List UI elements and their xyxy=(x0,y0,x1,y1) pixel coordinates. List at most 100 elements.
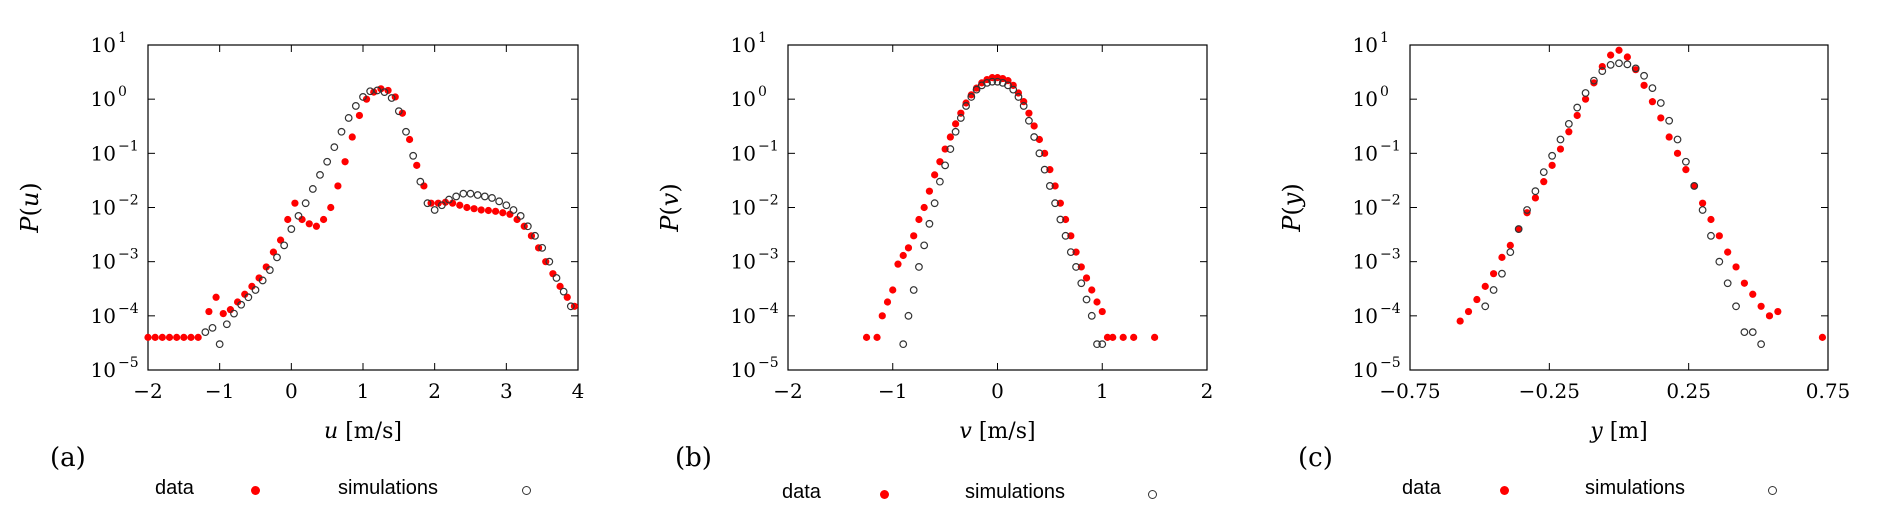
y-tick-exponent: 0 xyxy=(1380,84,1389,100)
data-point xyxy=(1665,133,1673,141)
simulation-point xyxy=(1498,269,1506,278)
data-point xyxy=(506,210,514,218)
data-point xyxy=(173,333,181,341)
data-point xyxy=(1119,333,1127,341)
data-point xyxy=(248,282,256,290)
y-tick-label: 10 xyxy=(731,358,756,382)
simulation-point xyxy=(523,222,532,231)
data-point xyxy=(1732,263,1740,271)
data-point xyxy=(463,203,471,212)
y-tick-label: 10 xyxy=(731,33,756,57)
simulation-point xyxy=(280,241,289,250)
data-point xyxy=(413,161,421,169)
data-point xyxy=(491,207,500,215)
simulation-point xyxy=(1707,231,1715,240)
simulation-point xyxy=(502,201,511,210)
data-point xyxy=(1025,109,1033,117)
x-axis-label-variable: v xyxy=(959,419,972,444)
simulation-point xyxy=(466,189,475,198)
legend-simulations-label: simulations xyxy=(965,481,1066,503)
simulation-point xyxy=(941,161,950,170)
y-tick-label: 10 xyxy=(731,87,756,111)
simulation-point xyxy=(308,185,317,193)
data-point xyxy=(899,251,907,260)
y-tick-label: 10 xyxy=(731,250,756,274)
y-tick-exponent: −3 xyxy=(758,247,779,263)
simulation-point xyxy=(230,309,238,318)
simulation-point xyxy=(351,102,360,110)
data-point xyxy=(1506,241,1514,249)
simulation-point xyxy=(423,199,432,208)
data-point xyxy=(1082,274,1091,282)
data-point xyxy=(920,203,928,212)
y-tick-exponent: −1 xyxy=(118,138,139,154)
data-point xyxy=(1607,51,1615,59)
data-point xyxy=(1682,166,1690,174)
data-point xyxy=(341,158,349,166)
y-axis-label-open: ( xyxy=(1278,206,1306,215)
data-point xyxy=(889,286,897,294)
data-point xyxy=(1765,312,1774,320)
data-point xyxy=(1657,114,1665,122)
simulation-point xyxy=(1077,279,1086,288)
y-tick-label: 10 xyxy=(91,196,116,220)
data-point xyxy=(952,120,960,128)
y-tick-label: 10 xyxy=(1353,33,1378,57)
simulation-point xyxy=(1648,84,1657,93)
simulation-point xyxy=(480,192,489,201)
simulation-point xyxy=(409,151,418,160)
legend-simulations-marker xyxy=(1148,490,1157,499)
simulation-point xyxy=(201,328,210,337)
data-point xyxy=(226,306,235,314)
y-tick-label: 10 xyxy=(91,304,116,328)
simulation-point xyxy=(1548,151,1557,160)
simulation-point xyxy=(967,93,976,101)
simulation-point xyxy=(1623,60,1632,69)
data-point xyxy=(384,86,392,95)
y-tick-label: 10 xyxy=(1353,87,1378,111)
x-tick-label: −0.25 xyxy=(1519,379,1580,403)
data-point xyxy=(151,333,159,341)
simulation-point xyxy=(1681,157,1690,166)
simulation-point xyxy=(323,157,332,166)
data-point xyxy=(1473,295,1481,304)
simulation-point xyxy=(258,276,267,285)
y-axis-label-letter: P xyxy=(1278,215,1306,233)
simulation-point xyxy=(1489,286,1498,294)
y-tick-exponent: −1 xyxy=(1380,138,1401,154)
x-tick-label: −1 xyxy=(205,379,234,403)
simulation-point xyxy=(956,114,965,122)
data-point xyxy=(1715,232,1723,240)
x-axis-label-unit: [m/s] xyxy=(338,419,402,444)
y-tick-label: 10 xyxy=(91,358,116,382)
simulation-point xyxy=(538,243,547,252)
x-axis-label-variable: y xyxy=(1589,419,1603,444)
data-point xyxy=(291,199,299,207)
y-axis-label-open: ( xyxy=(16,207,44,216)
data-point xyxy=(894,260,902,268)
data-point xyxy=(205,307,213,316)
y-tick-exponent: −2 xyxy=(118,193,139,209)
legend-data-marker xyxy=(251,486,260,495)
simulation-point xyxy=(488,194,496,202)
simulation-point xyxy=(208,323,217,332)
data-point xyxy=(1648,98,1657,106)
data-point xyxy=(1515,225,1523,233)
data-point xyxy=(1030,122,1038,130)
data-point xyxy=(910,232,918,240)
x-tick-label: 0 xyxy=(285,379,298,403)
data-point xyxy=(187,333,195,341)
y-tick-exponent: 1 xyxy=(118,30,127,46)
simulation-point xyxy=(301,199,310,208)
data-point xyxy=(312,222,321,230)
x-tick-label: 0.25 xyxy=(1666,379,1711,403)
data-point xyxy=(1109,333,1117,341)
simulation-point xyxy=(552,274,561,282)
simulation-point xyxy=(1740,328,1749,337)
data-point xyxy=(563,293,571,301)
y-tick-label: 10 xyxy=(731,141,756,165)
legend-data-marker xyxy=(880,490,889,499)
simulation-point xyxy=(930,199,939,208)
data-point xyxy=(549,270,557,278)
